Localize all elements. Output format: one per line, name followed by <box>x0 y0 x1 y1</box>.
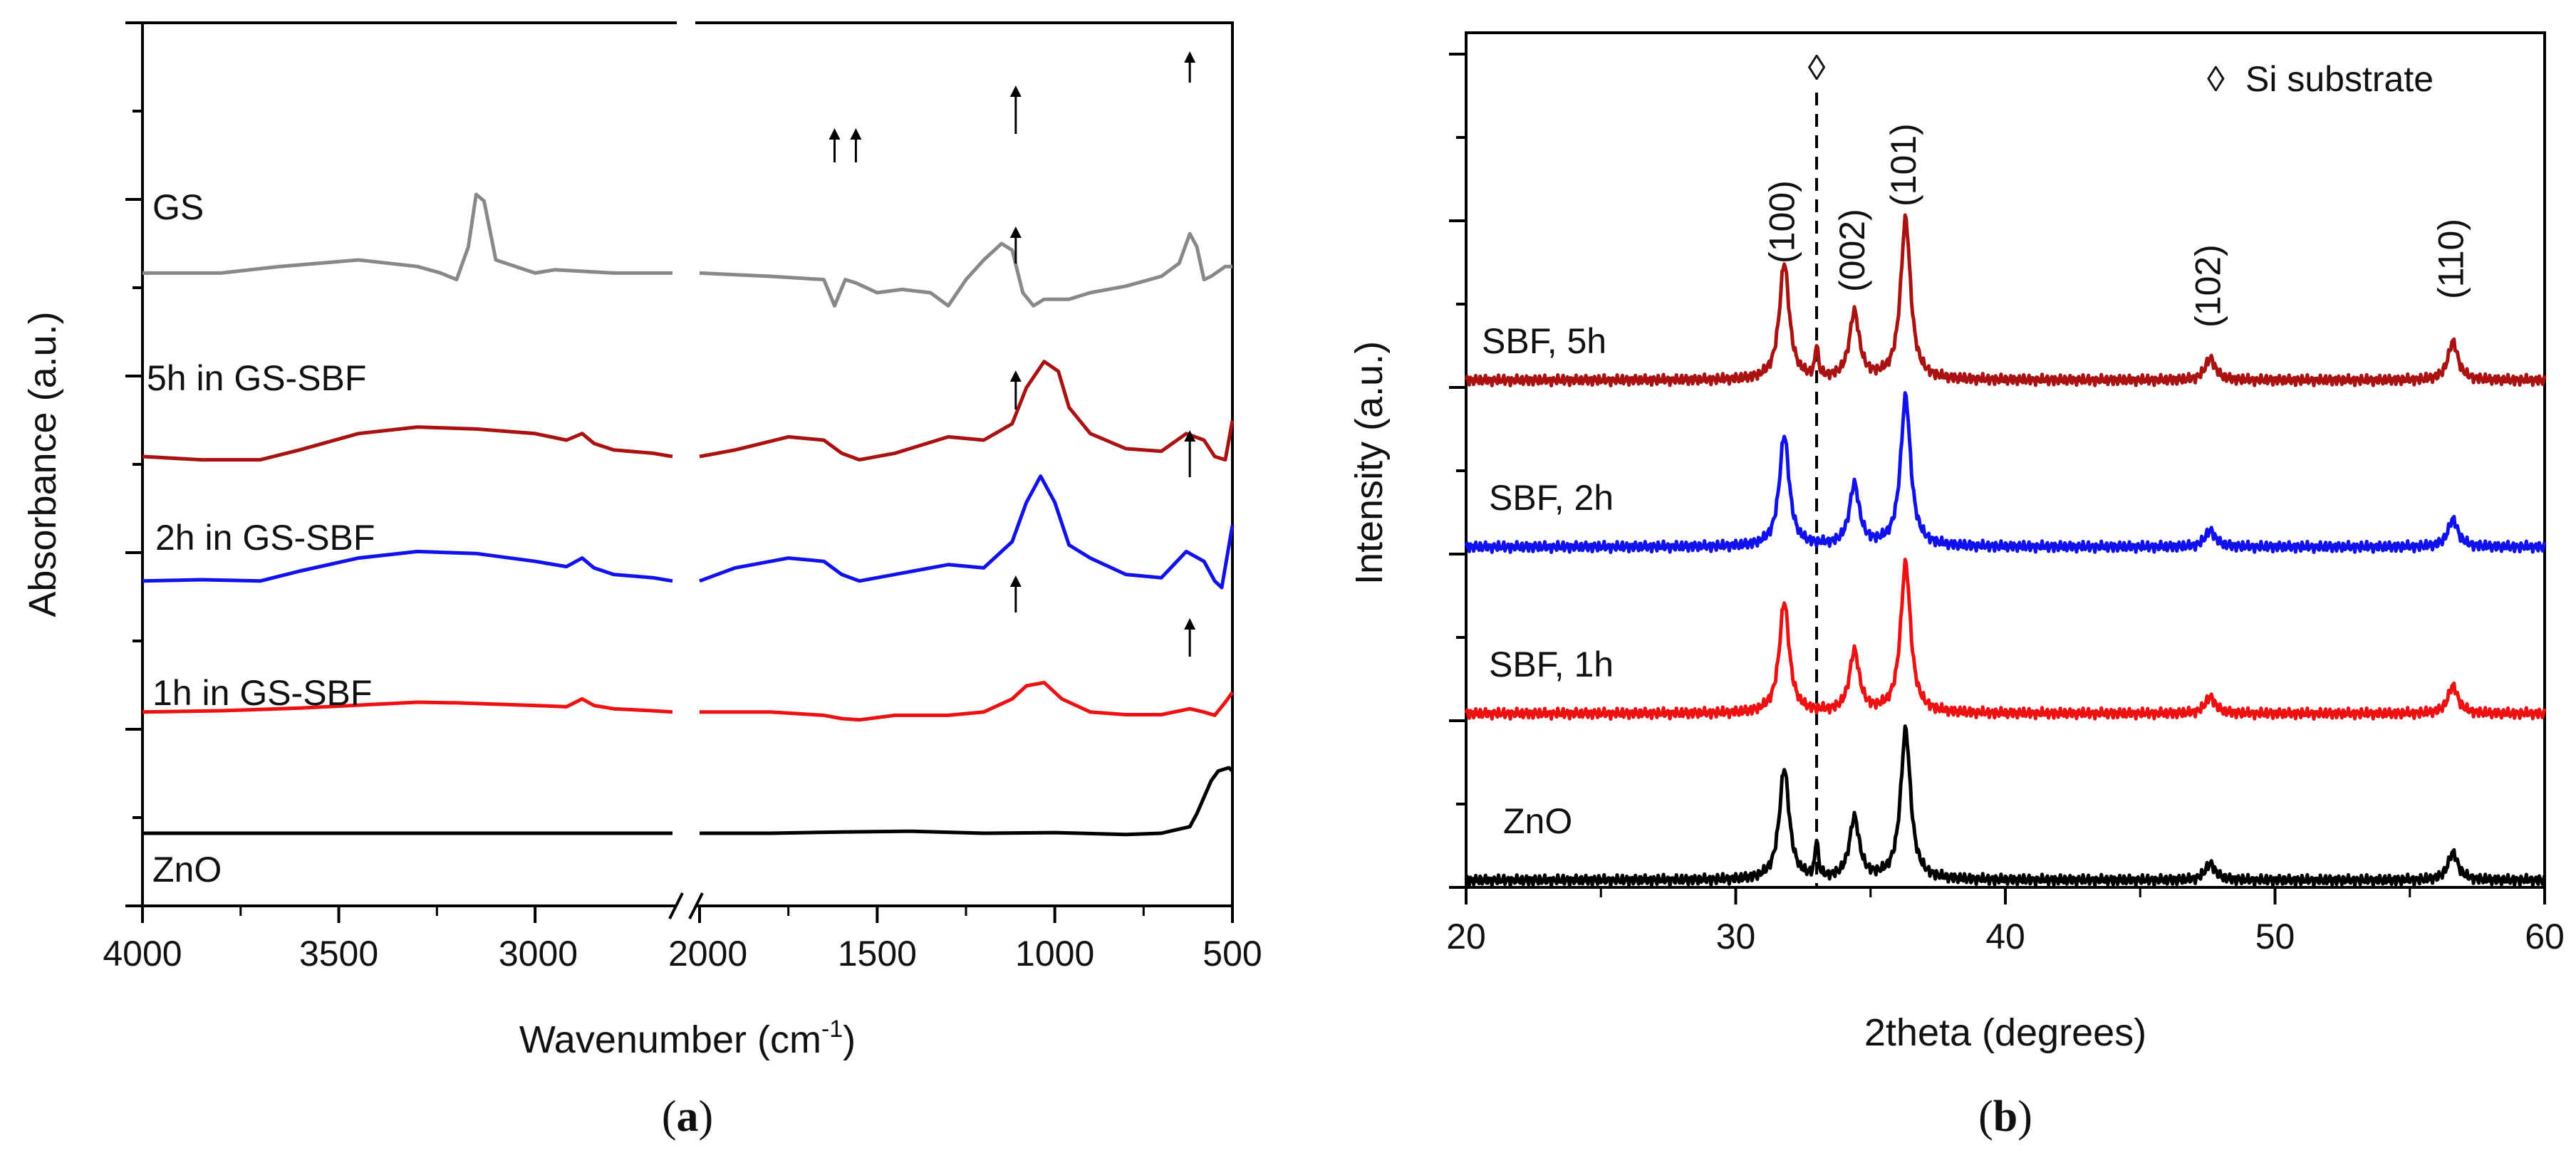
panel-b-sub-label: (b) <box>1978 1092 2032 1141</box>
series-line-1h-in-gs-sbf <box>142 697 673 714</box>
series-line-5h-in-gs-sbf <box>142 425 673 462</box>
panel-a-curve-label: ZnO <box>152 850 222 890</box>
arrow-head <box>1184 51 1196 63</box>
x-tick-label: 20 <box>1446 917 1486 956</box>
x-tick-label: 2000 <box>668 934 747 974</box>
peak-label: (102) <box>2188 244 2228 328</box>
series-line-5h-in-gs-sbf <box>699 360 1235 462</box>
panel-a-plot-frame-left <box>141 21 677 907</box>
panel-a-y-ticks <box>125 21 142 907</box>
panel-b-x-ticks: 20 30 40 50 60 <box>1446 887 2565 956</box>
series-line-zno <box>700 766 1234 837</box>
panel-b-xrd-chart: 20 30 40 50 60 ◊ (100) (002) (101) (102) (110) ◊… <box>1348 31 2565 1141</box>
panel-a-x-axis-title: Wavenumber (cm-1) <box>519 1016 856 1061</box>
series-line-2h-in-gs-sbf <box>142 549 673 583</box>
series-line-sbf-5h <box>1464 213 2547 387</box>
x-tick-label: 4000 <box>103 934 182 974</box>
panel-b-curve-label: SBF, 1h <box>1489 645 1614 684</box>
axis-break-mark <box>688 892 704 919</box>
panel-b-peak-labels: (100) (002) (101) (102) (110) <box>1762 123 2471 328</box>
panel-a-break-gap <box>672 24 700 904</box>
arrow-head <box>1184 430 1196 442</box>
panel-a-curve-label: 1h in GS-SBF <box>152 673 372 713</box>
arrow-head <box>1184 618 1196 630</box>
panel-a-curve-label: 5h in GS-SBF <box>147 358 366 398</box>
x-tick-label: 3000 <box>499 934 578 974</box>
series-line-gs <box>699 231 1232 308</box>
si-substrate-reference-line: ◊ <box>1808 48 1826 887</box>
panel-b-y-axis-title: Intensity (a.u.) <box>1348 341 1391 585</box>
peak-label: (100) <box>1762 180 1802 264</box>
arrow-head <box>1009 226 1022 238</box>
x-tick-label: 3500 <box>299 934 378 974</box>
series-line-sbf-2h <box>1464 391 2547 554</box>
panel-a-plot-frame-right <box>695 21 1234 907</box>
panel-a-sub-label: (a) <box>662 1092 713 1141</box>
panel-b-y-ticks <box>1449 53 1466 889</box>
arrow-head <box>1009 370 1022 382</box>
series-line-gs <box>142 192 672 282</box>
panel-a-y-axis-title: Absorbance (a.u.) <box>21 311 64 617</box>
panel-b-plot-frame <box>1465 31 2546 889</box>
panel-a-curve-label: 2h in GS-SBF <box>155 518 375 558</box>
arrow-head <box>850 128 862 140</box>
panel-b-curve-label: ZnO <box>1503 801 1572 841</box>
x-tick-label: 50 <box>2255 917 2295 956</box>
arrow-head <box>1009 575 1022 587</box>
panel-a-curve-label: GS <box>152 187 204 227</box>
panel-b-curve-label: SBF, 5h <box>1482 321 1606 361</box>
x-tick-label: 30 <box>1716 917 1756 956</box>
panel-b-x-axis-title: 2theta (degrees) <box>1864 1011 2146 1054</box>
si-reference-marker: ◊ <box>1808 48 1826 88</box>
series-line-sbf-1h <box>1464 558 2547 721</box>
axis-break-mark <box>668 892 684 919</box>
x-tick-label: 1000 <box>1015 934 1094 974</box>
x-tick-label: 40 <box>1985 917 2025 956</box>
legend-symbol: ◊ <box>2207 59 2225 99</box>
panel-b-curve-label: SBF, 2h <box>1489 478 1614 518</box>
series-line-2h-in-gs-sbf <box>699 474 1235 590</box>
x-tick-label: 60 <box>2525 917 2565 956</box>
panel-a-curves <box>142 192 1235 837</box>
peak-label: (110) <box>2431 219 2471 299</box>
x-tick-label: 1500 <box>838 934 917 974</box>
panel-a-arrows <box>829 51 1196 657</box>
arrow-head <box>1009 85 1022 97</box>
series-line-zno <box>1464 724 2547 887</box>
peak-label: (101) <box>1884 123 1923 207</box>
panel-b-curves <box>1464 213 2547 887</box>
legend-text: Si substrate <box>2245 59 2434 99</box>
panel-a-ftir-chart: 4000 3500 3000 2000 1500 1000 500 GS 5h in GS-… <box>21 21 1262 1141</box>
peak-label: (002) <box>1832 209 1872 292</box>
panel-a-x-ticks: 4000 3500 3000 2000 1500 1000 500 <box>103 906 1262 974</box>
series-line-1h-in-gs-sbf <box>700 680 1235 722</box>
arrow-head <box>829 128 841 140</box>
x-tick-label: 500 <box>1203 934 1262 974</box>
